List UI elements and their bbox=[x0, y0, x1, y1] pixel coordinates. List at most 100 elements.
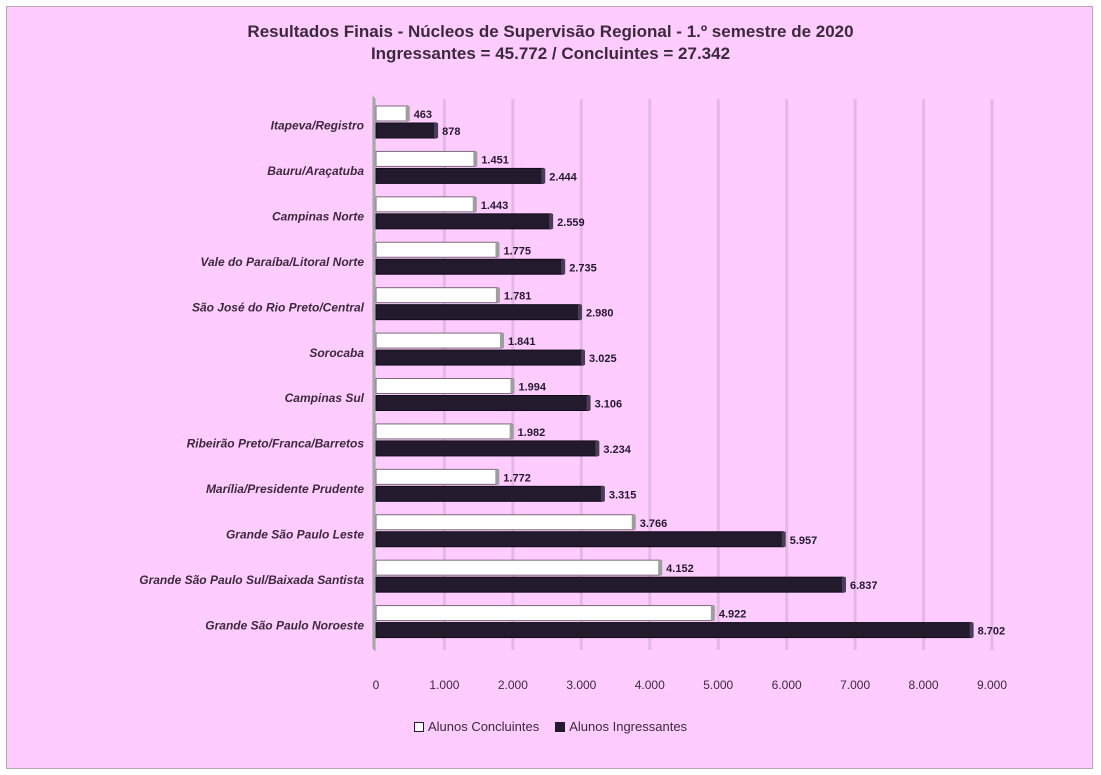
bar-end-cap bbox=[509, 423, 514, 439]
chart-area bbox=[6, 6, 1093, 769]
bar-ingressantes bbox=[375, 167, 544, 184]
data-label: 5.957 bbox=[790, 535, 818, 547]
bar-concluintes bbox=[375, 378, 513, 394]
x-tick-label: 6.000 bbox=[772, 678, 802, 692]
bar-ingressantes bbox=[375, 485, 604, 502]
chart-subtitle: Ingressantes = 45.772 / Concluintes = 27… bbox=[370, 44, 731, 63]
bar-end-cap bbox=[658, 560, 663, 576]
bar-end-cap bbox=[495, 469, 500, 485]
bar-ingressantes bbox=[375, 395, 590, 411]
bar-ingressantes bbox=[375, 531, 785, 548]
x-tick-label: 4.000 bbox=[635, 678, 665, 692]
x-tick-label: 3.000 bbox=[566, 678, 596, 692]
data-label: 8.702 bbox=[978, 626, 1006, 638]
chart-title: Resultados Finais - Núcleos de Supervisã… bbox=[247, 22, 854, 41]
bar-end-cap bbox=[472, 196, 477, 212]
bar-ingressantes bbox=[375, 122, 437, 139]
bar-end-cap bbox=[405, 106, 410, 121]
x-tick-label: 2.000 bbox=[498, 678, 528, 692]
data-label: 4.922 bbox=[719, 609, 747, 621]
bar-ingressantes bbox=[375, 213, 552, 230]
category-label: Bauru/Araçatuba bbox=[267, 164, 364, 178]
data-label: 463 bbox=[414, 109, 432, 121]
bar-end-cap bbox=[541, 168, 546, 184]
x-tick-label: 9.000 bbox=[977, 678, 1007, 692]
legend-swatch-ingressantes bbox=[555, 721, 566, 732]
bar-end-cap bbox=[600, 486, 605, 502]
data-label: 2.980 bbox=[586, 308, 614, 320]
x-tick-label: 0 bbox=[373, 678, 380, 692]
bar-concluintes bbox=[375, 605, 714, 622]
legend-swatch-concluintes bbox=[413, 721, 424, 732]
category-label: Itapeva/Registro bbox=[271, 119, 364, 133]
category-label: Ribeirão Preto/Franca/Barretos bbox=[187, 437, 365, 451]
bar-concluintes bbox=[375, 150, 476, 167]
category-label: Vale do Paraíba/Litoral Norte bbox=[200, 255, 364, 269]
bar-end-cap bbox=[969, 622, 974, 638]
category-label: São José do Rio Preto/Central bbox=[192, 300, 365, 314]
data-label: 3.106 bbox=[595, 399, 623, 411]
bar-end-cap bbox=[510, 378, 515, 394]
category-label: Sorocaba bbox=[309, 346, 364, 360]
x-tick-label: 7.000 bbox=[840, 678, 870, 692]
legend-label-ingressantes: Alunos Ingressantes bbox=[569, 719, 688, 734]
bar-concluintes bbox=[375, 196, 476, 213]
bar-end-cap bbox=[841, 577, 846, 593]
data-label: 878 bbox=[442, 126, 460, 138]
data-label: 6.837 bbox=[850, 580, 878, 592]
bar-end-cap bbox=[595, 440, 600, 456]
category-label: Grande São Paulo Leste bbox=[226, 527, 364, 541]
bar-end-cap bbox=[581, 350, 586, 366]
data-label: 1.443 bbox=[481, 200, 509, 212]
bar-concluintes bbox=[375, 559, 661, 576]
category-label: Marília/Presidente Prudente bbox=[206, 482, 364, 496]
data-label: 2.735 bbox=[569, 262, 597, 274]
bar-end-cap bbox=[561, 259, 566, 275]
data-label: 3.766 bbox=[640, 518, 668, 530]
data-label: 3.234 bbox=[603, 444, 631, 456]
x-tick-label: 8.000 bbox=[909, 678, 939, 692]
bar-ingressantes bbox=[375, 622, 973, 639]
data-label: 2.444 bbox=[549, 171, 577, 183]
data-label: 1.982 bbox=[518, 427, 546, 439]
data-label: 1.781 bbox=[504, 291, 532, 303]
category-label: Campinas Norte bbox=[272, 210, 364, 224]
bar-concluintes bbox=[375, 105, 409, 122]
bar-end-cap bbox=[631, 514, 636, 530]
legend-item-ingressantes: Alunos Ingressantes bbox=[555, 719, 687, 734]
data-label: 1.841 bbox=[508, 336, 536, 348]
data-label: 1.772 bbox=[503, 472, 531, 484]
data-label: 3.025 bbox=[589, 353, 617, 365]
bar-concluintes bbox=[375, 332, 503, 349]
bar-end-cap bbox=[473, 151, 478, 167]
bar-ingressantes bbox=[375, 258, 564, 275]
bar-concluintes bbox=[375, 514, 635, 531]
bar-end-cap bbox=[586, 395, 591, 411]
bar-ingressantes bbox=[375, 440, 598, 457]
legend-label-concluintes: Alunos Concluintes bbox=[427, 719, 540, 734]
bar-ingressantes bbox=[375, 576, 845, 593]
bar-end-cap bbox=[495, 287, 500, 303]
bar-concluintes bbox=[375, 241, 498, 258]
data-label: 4.152 bbox=[666, 563, 694, 575]
x-tick-label: 1.000 bbox=[429, 678, 459, 692]
bar-concluintes bbox=[375, 287, 499, 304]
bar-concluintes bbox=[375, 468, 498, 485]
data-label: 1.994 bbox=[518, 382, 546, 394]
bar-ingressantes bbox=[375, 304, 581, 321]
bar-end-cap bbox=[495, 242, 500, 258]
data-label: 1.775 bbox=[503, 245, 531, 257]
x-tick-label: 5.000 bbox=[703, 678, 733, 692]
bar-end-cap bbox=[434, 123, 439, 138]
bar-end-cap bbox=[549, 213, 554, 229]
bar-end-cap bbox=[577, 304, 582, 320]
data-label: 3.315 bbox=[609, 489, 637, 501]
data-label: 1.451 bbox=[481, 154, 509, 166]
bar-end-cap bbox=[710, 605, 715, 621]
category-label: Grande São Paulo Noroeste bbox=[205, 618, 364, 632]
bar-concluintes bbox=[375, 423, 513, 440]
category-label: Grande São Paulo Sul/Baixada Santista bbox=[139, 573, 364, 587]
bar-ingressantes bbox=[375, 349, 584, 366]
bar-end-cap bbox=[500, 333, 505, 349]
